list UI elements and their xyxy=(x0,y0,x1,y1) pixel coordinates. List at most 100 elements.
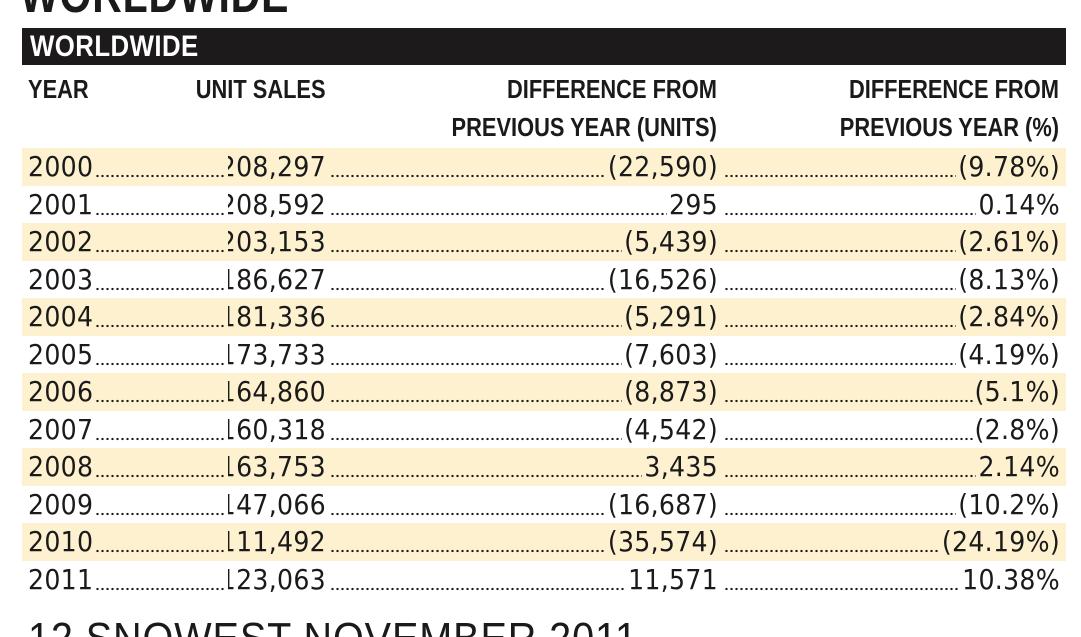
table-title: WORLDWIDE xyxy=(30,30,199,63)
cell-difference-units-value: (5,291) xyxy=(624,300,718,333)
header-unit-sales: UNIT SALES xyxy=(196,74,326,104)
cell-year-value: 2007 xyxy=(28,412,94,446)
cell-difference-units: (5,291) xyxy=(328,298,718,336)
table-row: 2006 164,860 (8,873) (5.1%) xyxy=(22,373,1066,411)
cell-difference-percent-value: 10.38% xyxy=(962,562,1060,596)
dot-leader xyxy=(330,560,627,598)
cell-difference-percent: 0.14% xyxy=(722,185,1060,223)
cell-difference-percent-value: (8.13%) xyxy=(958,262,1060,296)
dot-leader xyxy=(330,185,668,223)
cell-difference-percent: (4.19%) xyxy=(722,335,1060,373)
cell-unit-sales: 173,733 xyxy=(228,336,326,374)
cell-unit-sales: 147,066 xyxy=(228,486,326,524)
dot-leader xyxy=(330,410,623,448)
cell-year-value: 2000 xyxy=(28,150,94,183)
dot-leader xyxy=(330,373,623,411)
dot-leader xyxy=(330,335,623,373)
cell-year-value: 2005 xyxy=(28,337,94,371)
dot-leader xyxy=(330,298,623,336)
cell-difference-units-value: (35,574) xyxy=(607,525,718,558)
cell-difference-percent-value: (4.19%) xyxy=(958,337,1060,371)
header-difference-units: DIFFERENCE FROM PREVIOUS YEAR (UNITS) xyxy=(451,74,717,142)
cell-difference-units-value: (7,603) xyxy=(624,337,718,371)
cell-unit-sales-value: 208,297 xyxy=(228,150,326,183)
cell-unit-sales: 208,592 xyxy=(228,186,326,224)
cell-difference-percent-value: 0.14% xyxy=(978,187,1060,221)
cell-difference-percent-value: (2.8%) xyxy=(974,412,1060,446)
dot-leader xyxy=(724,373,973,411)
table-header: YEAR UNIT SALES DIFFERENCE FROM PREVIOUS… xyxy=(22,70,1066,146)
dot-leader xyxy=(724,298,957,336)
cell-year-value: 2011 xyxy=(28,562,94,596)
cell-difference-percent-value: (24.19%) xyxy=(941,525,1060,558)
cell-unit-sales-value: 164,860 xyxy=(228,375,326,408)
dot-leader xyxy=(95,485,226,523)
cell-difference-units-value: (16,526) xyxy=(607,262,718,296)
cell-unit-sales: 203,153 xyxy=(228,223,326,261)
cell-year-value: 2009 xyxy=(28,487,94,521)
dot-leader xyxy=(724,185,977,223)
cell-difference-percent: 2.14% xyxy=(722,448,1060,486)
cell-unit-sales-value: 181,336 xyxy=(228,300,326,333)
table-row: 2001 208,592 295 0.14% xyxy=(22,185,1066,224)
header-difference-percent: DIFFERENCE FROM PREVIOUS YEAR (%) xyxy=(839,74,1059,142)
dot-leader xyxy=(724,260,957,298)
cell-year-value: 2001 xyxy=(28,187,94,221)
cell-year: 2002 xyxy=(28,223,226,261)
cell-difference-percent: 10.38% xyxy=(722,560,1060,598)
cell-difference-percent-value: (5.1%) xyxy=(974,375,1060,408)
cropped-heading: WORLDWIDE xyxy=(20,0,289,24)
dot-leader xyxy=(724,448,977,486)
dot-leader xyxy=(724,410,973,448)
cell-unit-sales-value: 208,592 xyxy=(228,187,326,221)
dot-leader xyxy=(95,373,226,411)
cell-year: 2003 xyxy=(28,260,226,298)
cell-unit-sales-value: 123,063 xyxy=(228,562,326,596)
cell-year: 2005 xyxy=(28,335,226,373)
cell-difference-units: 3,435 xyxy=(328,448,718,486)
cell-year: 2006 xyxy=(28,373,226,411)
cell-difference-percent-value: (9.78%) xyxy=(958,150,1060,183)
dot-leader xyxy=(95,223,226,261)
table-row: 2007 160,318 (4,542) (2.8%) xyxy=(22,410,1066,448)
cell-difference-percent: (5.1%) xyxy=(722,373,1060,411)
cell-difference-units-value: (4,542) xyxy=(624,412,718,446)
dot-leader xyxy=(95,185,226,223)
cell-unit-sales-value: 147,066 xyxy=(228,487,326,521)
cell-difference-units: (16,526) xyxy=(328,260,718,298)
cell-difference-percent-value: (2.61%) xyxy=(958,225,1060,258)
cell-difference-units: (16,687) xyxy=(328,485,718,523)
cell-difference-percent: (2.8%) xyxy=(722,410,1060,448)
cell-difference-units-value: 11,571 xyxy=(628,562,718,596)
table-title-banner: WORLDWIDE xyxy=(22,28,1066,65)
cell-difference-percent-value: (10.2%) xyxy=(958,487,1060,521)
cell-unit-sales-value: 163,753 xyxy=(228,450,326,483)
cell-difference-units: 11,571 xyxy=(328,560,718,598)
cell-difference-units: (5,439) xyxy=(328,223,718,261)
cell-unit-sales-value: 111,492 xyxy=(228,525,326,558)
table-row: 2008 163,753 3,435 2.14% xyxy=(22,448,1066,486)
dot-leader xyxy=(95,410,226,448)
cell-unit-sales-value: 173,733 xyxy=(228,337,326,371)
dot-leader xyxy=(330,223,623,261)
cell-difference-percent: (9.78%) xyxy=(722,148,1060,186)
cell-year-value: 2008 xyxy=(28,450,94,483)
cell-year-value: 2003 xyxy=(28,262,94,296)
dot-leader xyxy=(95,335,226,373)
cell-year-value: 2010 xyxy=(28,525,94,558)
dot-leader xyxy=(330,260,606,298)
cell-year: 2004 xyxy=(28,298,226,336)
dot-leader xyxy=(330,148,606,186)
dot-leader xyxy=(95,523,226,561)
cell-year: 2001 xyxy=(28,185,226,223)
table-row: 2002 203,153 (5,439) (2.61%) xyxy=(22,223,1066,261)
dot-leader xyxy=(95,260,226,298)
cell-unit-sales-value: 160,318 xyxy=(228,412,326,446)
cell-difference-percent: (2.61%) xyxy=(722,223,1060,261)
cell-difference-units: (4,542) xyxy=(328,410,718,448)
cell-unit-sales: 163,753 xyxy=(228,448,326,486)
cell-difference-units: (8,873) xyxy=(328,373,718,411)
cell-unit-sales: 186,627 xyxy=(228,261,326,299)
cell-year: 2007 xyxy=(28,410,226,448)
